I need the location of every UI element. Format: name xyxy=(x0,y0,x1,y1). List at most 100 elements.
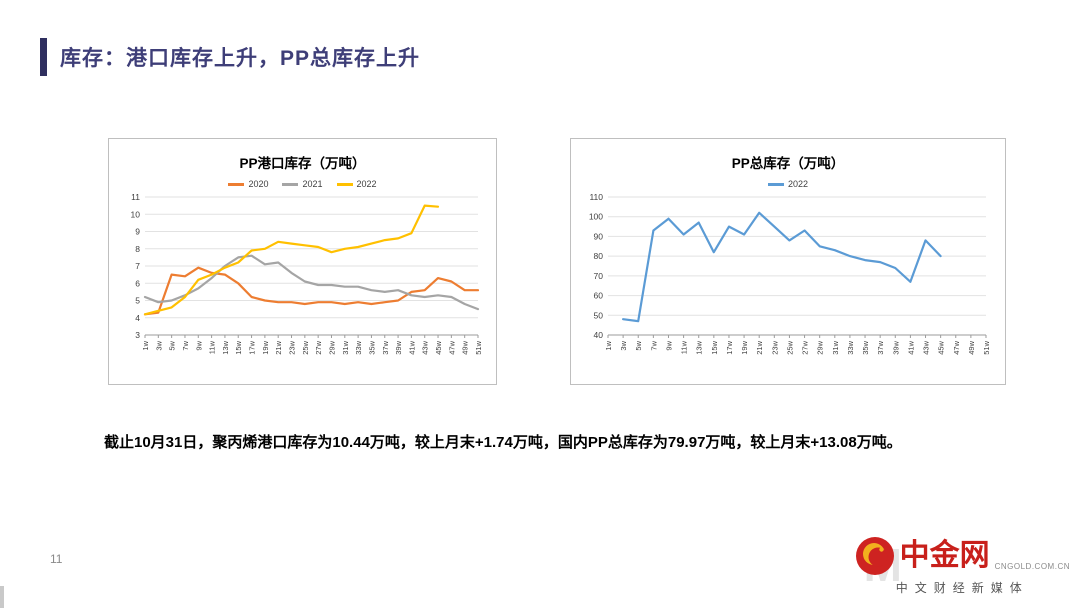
chart-pp-port-inventory: PP港口库存（万吨） 2020 2021 2022 3 4 5 6 7 8 9 10 11 1w 3w 5… xyxy=(108,138,497,385)
svg-text:3: 3 xyxy=(135,330,140,340)
legend-swatch xyxy=(336,182,353,186)
svg-text:31w: 31w xyxy=(831,340,840,354)
svg-text:9w: 9w xyxy=(194,340,203,350)
svg-text:10: 10 xyxy=(131,209,141,219)
legend-label: 2022 xyxy=(787,179,809,189)
svg-text:11w: 11w xyxy=(208,340,217,354)
chart-pp-total-inventory: PP总库存（万吨） 2022 40 50 60 70 80 90 100 110 1w 3w 5w 7… xyxy=(570,138,1006,385)
svg-text:19w: 19w xyxy=(740,340,749,354)
svg-text:45w: 45w xyxy=(937,340,946,354)
svg-text:35w: 35w xyxy=(861,340,870,354)
svg-text:1w: 1w xyxy=(604,340,613,350)
svg-text:23w: 23w xyxy=(770,340,779,354)
svg-text:37w: 37w xyxy=(876,340,885,354)
chart-legend-left: 2020 2021 2022 xyxy=(109,179,496,189)
chart-legend-right: 2022 xyxy=(571,179,1005,189)
brand-icon xyxy=(855,537,894,575)
charts-row: PP港口库存（万吨） 2020 2021 2022 3 4 5 6 7 8 9 10 11 1w 3w 5… xyxy=(108,138,1006,385)
svg-text:39w: 39w xyxy=(891,340,900,354)
svg-text:19w: 19w xyxy=(261,340,270,354)
svg-text:9w: 9w xyxy=(664,340,673,350)
chart-title-right: PP总库存（万吨） xyxy=(731,156,845,171)
svg-text:60: 60 xyxy=(594,291,604,301)
svg-text:8: 8 xyxy=(135,244,140,254)
svg-text:11w: 11w xyxy=(680,340,689,354)
legend-item: 2020 xyxy=(228,179,268,189)
svg-text:13w: 13w xyxy=(695,340,704,354)
svg-text:17w: 17w xyxy=(725,340,734,354)
brand-domain: CNGOLD.COM.CN xyxy=(994,562,1070,571)
svg-text:3w: 3w xyxy=(619,340,628,350)
svg-text:37w: 37w xyxy=(381,340,390,354)
svg-text:21w: 21w xyxy=(755,340,764,354)
svg-text:50: 50 xyxy=(594,310,604,320)
legend-label: 2020 xyxy=(248,179,269,189)
svg-text:41w: 41w xyxy=(906,340,915,354)
slide-header: 库存：港口库存上升，PP总库存上升 xyxy=(40,38,420,76)
legend-item: 2022 xyxy=(336,179,377,189)
svg-text:13w: 13w xyxy=(221,340,230,354)
svg-text:1w: 1w xyxy=(141,340,150,350)
svg-text:9: 9 xyxy=(135,227,140,237)
svg-text:29w: 29w xyxy=(327,340,336,354)
corner-mark xyxy=(0,586,4,608)
svg-text:7w: 7w xyxy=(649,340,658,350)
chart-canvas-right: 40 50 60 70 80 90 100 110 1w 3w 5w 7w 9w 11w 13w 15w 17w… xyxy=(589,192,991,355)
svg-text:27w: 27w xyxy=(314,340,323,354)
svg-text:25w: 25w xyxy=(785,340,794,354)
svg-text:45w: 45w xyxy=(434,340,443,354)
footer-logo-row: 中金网 CNGOLD.COM.CN xyxy=(855,536,1070,576)
svg-text:80: 80 xyxy=(594,251,604,261)
brand-tagline: 中文财经新媒体 xyxy=(895,581,1029,595)
svg-text:43w: 43w xyxy=(421,340,430,354)
svg-text:5w: 5w xyxy=(168,340,177,350)
svg-text:49w: 49w xyxy=(967,340,976,354)
page-title: 库存：港口库存上升，PP总库存上升 xyxy=(60,47,421,70)
svg-text:15w: 15w xyxy=(710,340,719,354)
svg-text:70: 70 xyxy=(594,271,604,281)
legend-item: 2021 xyxy=(282,179,323,189)
svg-text:33w: 33w xyxy=(354,340,363,354)
svg-text:7w: 7w xyxy=(181,340,190,350)
svg-text:21w: 21w xyxy=(274,340,283,354)
svg-text:15w: 15w xyxy=(234,340,243,354)
svg-text:33w: 33w xyxy=(846,340,855,354)
svg-text:110: 110 xyxy=(589,192,603,202)
svg-text:17w: 17w xyxy=(248,340,257,354)
svg-text:4: 4 xyxy=(135,313,140,323)
svg-text:25w: 25w xyxy=(301,340,310,354)
svg-text:6: 6 xyxy=(135,278,140,288)
svg-text:35w: 35w xyxy=(367,340,376,354)
svg-text:40: 40 xyxy=(594,330,604,340)
chart-canvas-left: 3 4 5 6 7 8 9 10 11 1w 3w 5w 7w 9w 11w 13w 15w 17w 19w 21w 2… xyxy=(131,192,483,355)
svg-text:23w: 23w xyxy=(288,340,297,354)
footer-logo: 中金网 CNGOLD.COM.CN 中文财经新媒体 xyxy=(855,536,1070,596)
legend-label: 2022 xyxy=(356,179,377,189)
svg-text:41w: 41w xyxy=(407,340,416,354)
svg-text:5w: 5w xyxy=(634,340,643,350)
svg-text:11: 11 xyxy=(131,192,140,202)
svg-text:100: 100 xyxy=(589,212,603,222)
svg-text:5: 5 xyxy=(135,296,140,306)
summary-text: 截止10月31日，聚丙烯港口库存为10.44万吨，较上月末+1.74万吨，国内P… xyxy=(104,434,902,451)
chart-title-left: PP港口库存（万吨） xyxy=(239,156,366,171)
svg-text:51w: 51w xyxy=(474,340,483,354)
svg-text:47w: 47w xyxy=(447,340,456,354)
page-number: 11 xyxy=(50,552,63,566)
legend-swatch xyxy=(228,182,245,186)
svg-text:49w: 49w xyxy=(461,340,470,354)
svg-text:47w: 47w xyxy=(952,340,961,354)
legend-swatch xyxy=(282,182,299,186)
svg-text:31w: 31w xyxy=(341,340,350,354)
svg-text:43w: 43w xyxy=(922,340,931,354)
svg-text:27w: 27w xyxy=(801,340,810,354)
svg-text:3w: 3w xyxy=(154,340,163,350)
svg-text:39w: 39w xyxy=(394,340,403,354)
svg-text:51w: 51w xyxy=(982,340,991,354)
legend-label: 2021 xyxy=(302,179,323,189)
legend-item: 2022 xyxy=(767,179,809,189)
svg-text:90: 90 xyxy=(594,231,604,241)
title-accent-bar xyxy=(40,38,47,76)
svg-text:7: 7 xyxy=(135,261,140,271)
